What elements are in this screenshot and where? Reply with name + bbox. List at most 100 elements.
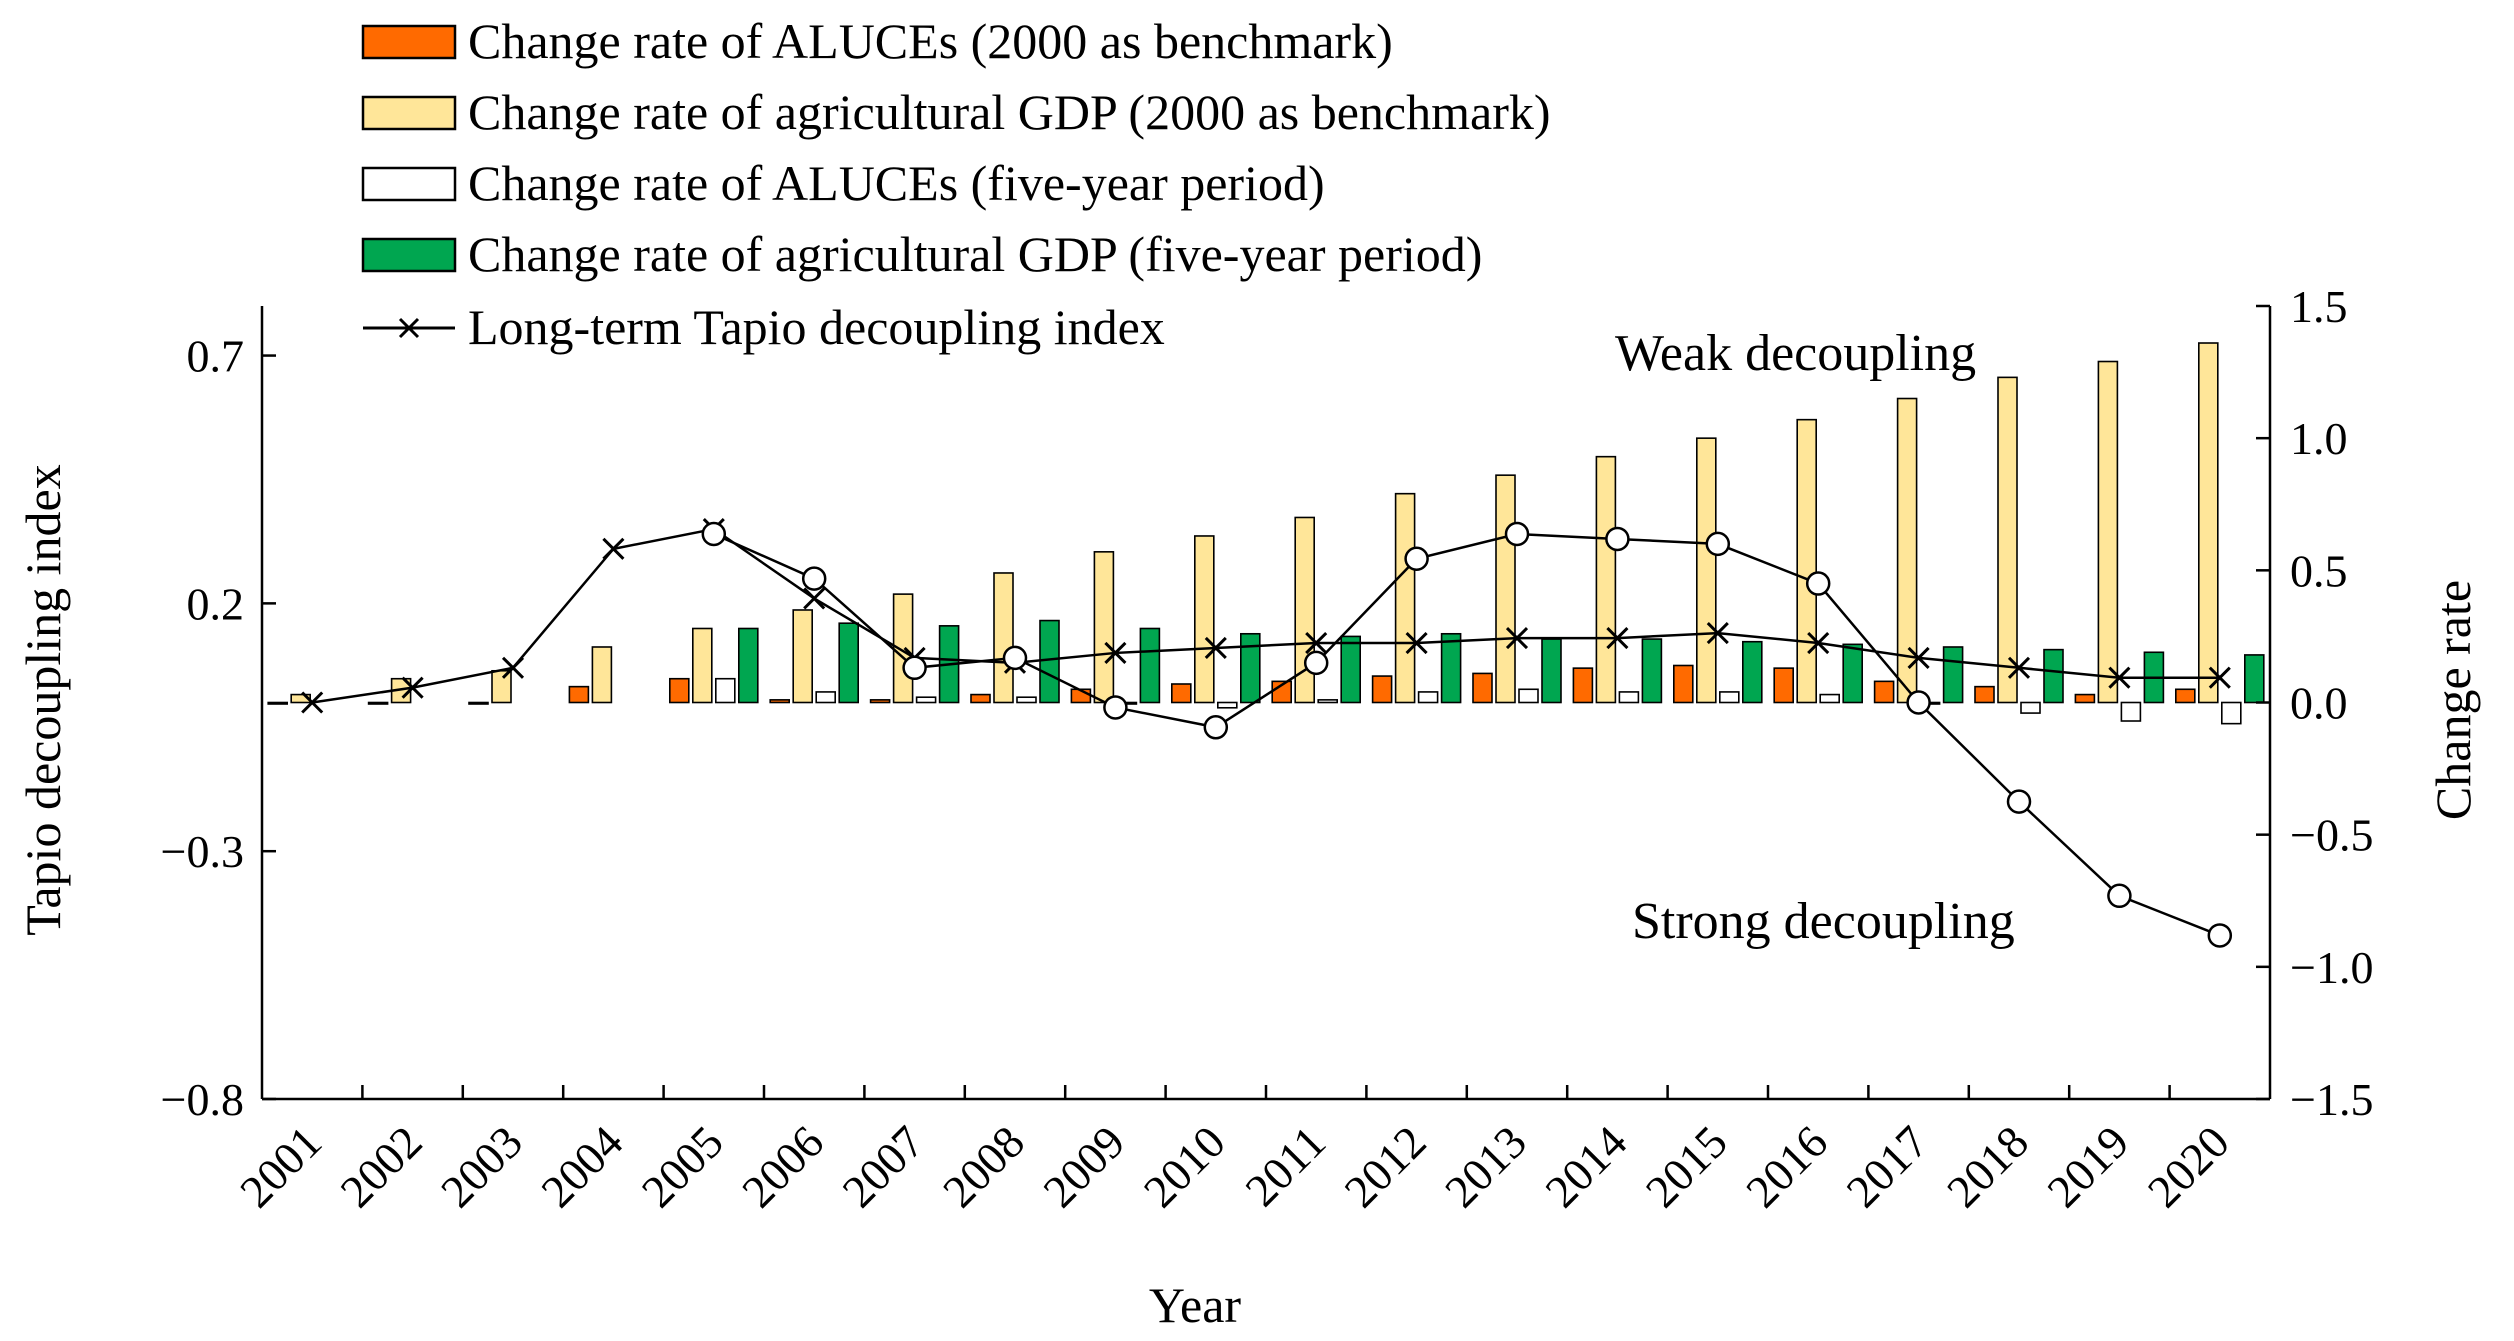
bar-aluces-benchmark: [769, 699, 791, 704]
line-long-term-index: [312, 527, 2220, 704]
bar-gdp-benchmark: [1997, 376, 2018, 704]
y-right-tick-label: −1.0: [2290, 942, 2373, 993]
bars-layer: [267, 342, 2265, 725]
marker-long-term-index: [1204, 636, 1227, 660]
marker-long-term-index: [1907, 646, 1930, 669]
x-tick-label: 2017: [1837, 1116, 1938, 1217]
bar-aluces-five-year: [2221, 701, 2242, 725]
bar-aluces-five-year: [2120, 701, 2142, 722]
bar-gdp-benchmark: [1796, 418, 1817, 704]
bar-gdp-five-year: [2244, 654, 2265, 704]
bar-aluces-benchmark: [1773, 667, 1794, 704]
y-left-tick-label: −0.8: [161, 1074, 244, 1125]
bar-gdp-five-year: [1842, 643, 1863, 704]
lines-layer: [301, 517, 2233, 948]
legend-label-long-term-index: Long-term Tapio decoupling index: [468, 299, 1165, 355]
x-tick-label: 2001: [230, 1116, 331, 1217]
bar-aluces-five-year: [1518, 688, 1539, 704]
bar-gdp-five-year: [1641, 638, 1663, 704]
marker-long-term-index: [1305, 631, 1328, 655]
bar-gdp-five-year: [1541, 638, 1562, 704]
legend-x-marker: [398, 317, 420, 339]
bar-gdp-benchmark: [1394, 492, 1416, 704]
bar-gdp-benchmark: [591, 646, 613, 704]
marker-long-term-index: [1807, 631, 1830, 655]
marker-long-term-index: [1505, 627, 1529, 650]
bar-gdp-benchmark: [2097, 360, 2119, 704]
marker-five-year-index: [1203, 715, 1229, 740]
x-tick-label: 2004: [531, 1116, 632, 1217]
bar-gdp-five-year: [737, 627, 759, 704]
x-tick-label: 2013: [1435, 1116, 1536, 1217]
ticks-layer: 0.7 0.2 −0.3 −0.8 1.5 1.0 0.5 0.0 −0.5 −1.0 −1.5 20…: [161, 281, 2374, 1217]
bar-aluces-benchmark: [2175, 688, 2196, 704]
legend-label-aluces-benchmark: Change rate of ALUCEs (2000 as benchmark…: [468, 13, 1393, 69]
bar-aluces-benchmark: [468, 701, 489, 705]
x-tick-label: 2002: [331, 1116, 432, 1217]
marker-five-year-index: [1504, 521, 1530, 547]
marker-five-year-index: [2006, 789, 2032, 814]
legend-swatch-orange: [361, 24, 457, 60]
bar-gdp-five-year: [1440, 632, 1462, 704]
marker-five-year-index: [1303, 650, 1329, 676]
x-tick-label: 2009: [1033, 1116, 1134, 1217]
bar-aluces-benchmark: [1371, 675, 1393, 704]
bar-aluces-five-year: [714, 677, 736, 704]
x-axis-title: Year: [1149, 1277, 1241, 1333]
bar-gdp-five-year: [1340, 635, 1361, 704]
bar-gdp-benchmark: [792, 609, 814, 704]
marker-long-term-index: [1606, 627, 1629, 650]
marker-five-year-index: [2207, 923, 2233, 948]
bar-aluces-five-year: [1317, 699, 1338, 704]
x-tick-label: 2008: [933, 1116, 1034, 1217]
bar-gdp-five-year: [1039, 619, 1060, 704]
bar-gdp-benchmark: [1093, 551, 1115, 704]
marker-long-term-index: [1104, 641, 1127, 664]
marker-five-year-index: [1705, 531, 1731, 557]
marker-five-year-index: [701, 521, 727, 547]
legend-item-aluces-five-year: Change rate of ALUCEs (five-year period): [361, 155, 1325, 211]
marker-long-term-index: [1706, 622, 1729, 645]
y-right-tick-label: −1.5: [2290, 1074, 2373, 1125]
bar-gdp-five-year: [1942, 646, 1964, 704]
y-right-tick-label: 0.5: [2290, 545, 2348, 596]
marker-long-term-index: [1405, 631, 1428, 655]
marker-five-year-index: [1002, 645, 1028, 671]
legend-swatch-green: [361, 237, 457, 273]
bar-aluces-five-year: [1719, 691, 1740, 704]
bar-gdp-benchmark: [2198, 342, 2219, 704]
y-right-tick-label: −0.5: [2290, 810, 2373, 861]
bar-gdp-benchmark: [1495, 474, 1516, 704]
bar-aluces-five-year: [2020, 701, 2041, 714]
annotation-strong-decoupling: Strong decoupling: [1632, 893, 2015, 950]
x-tick-label: 2010: [1134, 1116, 1235, 1217]
x-tick-label: 2007: [833, 1116, 934, 1217]
marker-long-term-index: [602, 537, 625, 560]
bar-aluces-benchmark: [367, 701, 389, 705]
x-tick-label: 2005: [632, 1116, 733, 1217]
legend: Change rate of ALUCEs (2000 as benchmark…: [361, 13, 1551, 355]
bar-aluces-benchmark: [970, 693, 991, 704]
bar-gdp-benchmark: [1194, 535, 1215, 704]
legend-item-long-term-index: Long-term Tapio decoupling index: [363, 299, 1165, 355]
annotation-weak-decoupling: Weak decoupling: [1615, 325, 1976, 382]
legend-swatch-white: [361, 166, 457, 202]
legend-item-aluces-benchmark: Change rate of ALUCEs (2000 as benchmark…: [361, 13, 1393, 69]
bar-aluces-five-year: [1618, 691, 1640, 704]
bar-gdp-benchmark: [993, 572, 1014, 704]
bar-aluces-benchmark: [1171, 683, 1192, 704]
marker-five-year-index: [1404, 546, 1429, 572]
plot-frame: [260, 306, 2272, 1101]
y-left-tick-label: 0.2: [187, 578, 245, 629]
bar-gdp-benchmark: [1696, 437, 1717, 704]
bar-aluces-five-year: [1016, 696, 1037, 704]
legend-label-gdp-five-year: Change rate of agricultural GDP (five-ye…: [468, 226, 1482, 282]
x-tick-label: 2003: [431, 1116, 532, 1217]
marker-long-term-index: [401, 676, 424, 699]
marker-long-term-index: [2108, 666, 2131, 689]
bar-aluces-benchmark: [1974, 685, 1995, 704]
bar-aluces-benchmark: [1572, 667, 1594, 704]
marker-long-term-index: [803, 587, 826, 610]
bar-aluces-five-year: [815, 691, 837, 704]
line-five-year-index: [713, 532, 2221, 937]
